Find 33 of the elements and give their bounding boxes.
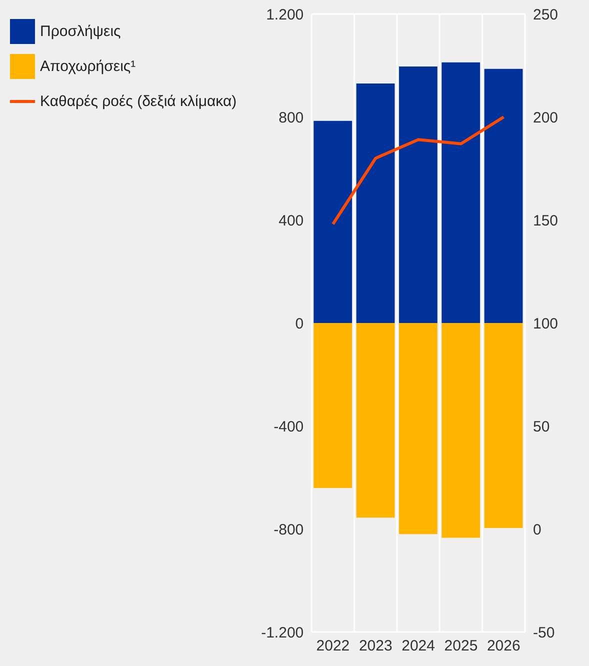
y-tick-label: 400 (278, 212, 304, 230)
bar (356, 84, 395, 323)
bar (314, 120, 352, 323)
y2-tick-label: 100 (533, 315, 558, 332)
bar (484, 323, 523, 528)
y2-tick-label: 250 (533, 6, 558, 24)
y2-tick-label: 150 (533, 212, 558, 230)
x-tick-label: 2023 (358, 638, 392, 655)
x-tick-label: 2022 (316, 638, 350, 655)
x-tick-label: 2025 (444, 638, 478, 655)
y-tick-label: -400 (274, 418, 304, 436)
legend-label: Καθαρές ροές (δεξιά κλίμακα) (40, 93, 237, 110)
legend-label: Αποχωρήσεις¹ (40, 58, 136, 75)
line-series (331, 116, 506, 226)
y2-tick-label: 0 (533, 521, 542, 538)
y2-tick-label: 200 (533, 109, 558, 126)
bar (484, 68, 523, 323)
bar (314, 323, 352, 488)
legend-label: Προσλήψεις (40, 23, 121, 40)
x-tick-label: 2024 (402, 638, 436, 655)
y2-tick-label: 50 (533, 418, 550, 436)
bar (398, 323, 438, 534)
y-tick-label: 1.200 (266, 6, 304, 24)
bar (356, 323, 395, 518)
y-tick-label: 800 (278, 109, 304, 126)
bar (442, 323, 480, 538)
bar (398, 66, 438, 323)
y-tick-label: 0 (295, 315, 304, 332)
bar (442, 62, 480, 323)
x-tick-label: 2026 (486, 638, 520, 655)
y-tick-label: -800 (274, 521, 304, 538)
y-tick-label: -1.200 (261, 624, 304, 642)
y2-tick-label: -50 (533, 624, 555, 642)
